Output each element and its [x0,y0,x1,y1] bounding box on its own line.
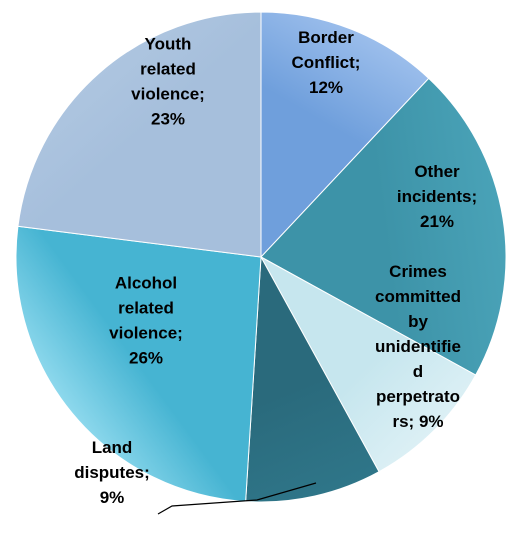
pie-slices [15,11,507,503]
pie-slice-land-disputes [245,255,380,503]
slice-label-youth-related-violence: Youth related violence; 23% [131,35,205,129]
pie-slice-other-incidents [260,77,507,376]
pie-slice-crimes-committed-by-unidentified-perpetrators [259,255,477,473]
slice-label-border-conflict: Border Conflict; 12% [292,28,361,97]
pie-slice-youth-related-violence [17,11,262,258]
slice-label-alcohol-related-violence: Alcohol related violence; 26% [109,274,183,368]
pie-slice-alcohol-related-violence [15,225,262,503]
slice-label-other-incidents: Other incidents; 21% [397,162,477,231]
leader-line-land-disputes [157,482,317,515]
pie-slice-border-conflict [260,11,430,259]
slice-labels: Border Conflict; 12% Other incidents; 21% Crim… [74,28,477,507]
slice-label-crimes-committed-by-unidentified-perpetrators: Crimes committed by unidentifie d perpetrato r… [375,262,461,431]
slice-label-land-disputes: Land disputes; 9% [74,438,150,507]
leader-lines [157,482,317,515]
